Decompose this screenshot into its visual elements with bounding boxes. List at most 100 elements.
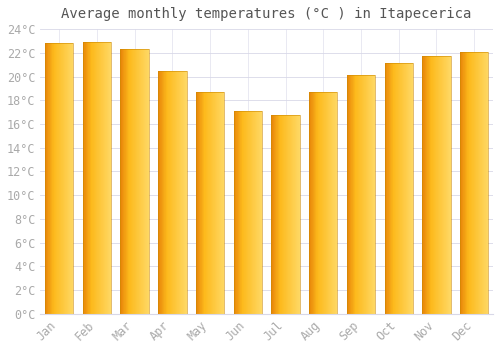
Bar <box>99 42 100 314</box>
Bar <box>251 111 252 314</box>
Bar <box>63 43 64 314</box>
Bar <box>357 75 358 314</box>
Bar <box>361 75 362 314</box>
Bar <box>239 111 240 314</box>
Bar <box>431 56 432 314</box>
Bar <box>299 114 300 314</box>
Bar <box>132 49 133 314</box>
Bar <box>292 114 293 314</box>
Bar <box>172 71 173 314</box>
Bar <box>100 42 101 314</box>
Bar <box>276 114 277 314</box>
Bar <box>107 42 108 314</box>
Bar <box>101 42 102 314</box>
Bar <box>477 51 478 314</box>
Bar <box>206 92 208 314</box>
Bar <box>432 56 433 314</box>
Bar <box>470 51 471 314</box>
Bar <box>274 114 275 314</box>
Bar <box>159 71 160 314</box>
Bar <box>371 75 372 314</box>
Bar <box>309 92 338 314</box>
Bar <box>95 42 96 314</box>
Bar <box>168 71 169 314</box>
Bar <box>67 43 68 314</box>
Bar <box>142 49 143 314</box>
Bar <box>197 92 198 314</box>
Bar <box>310 92 311 314</box>
Bar <box>442 56 444 314</box>
Bar <box>282 114 284 314</box>
Bar <box>257 111 258 314</box>
Bar <box>182 71 183 314</box>
Bar <box>92 42 93 314</box>
Bar <box>260 111 261 314</box>
Bar <box>202 92 203 314</box>
Bar <box>387 63 388 314</box>
Bar <box>445 56 446 314</box>
Bar <box>170 71 171 314</box>
Bar <box>423 56 424 314</box>
Bar <box>293 114 294 314</box>
Bar <box>103 42 104 314</box>
Bar <box>272 114 273 314</box>
Bar <box>134 49 135 314</box>
Bar <box>288 114 289 314</box>
Bar <box>372 75 373 314</box>
Bar <box>349 75 350 314</box>
Bar <box>424 56 425 314</box>
Bar <box>105 42 106 314</box>
Bar <box>460 51 461 314</box>
Bar <box>317 92 318 314</box>
Bar <box>51 43 52 314</box>
Bar <box>374 75 375 314</box>
Bar <box>85 42 86 314</box>
Bar <box>487 51 488 314</box>
Bar <box>211 92 212 314</box>
Bar <box>213 92 214 314</box>
Bar <box>250 111 251 314</box>
Bar <box>98 42 99 314</box>
Bar <box>362 75 364 314</box>
Bar <box>425 56 426 314</box>
Bar <box>318 92 320 314</box>
Bar <box>104 42 105 314</box>
Bar <box>196 92 224 314</box>
Bar <box>412 63 413 314</box>
Bar <box>248 111 249 314</box>
Bar <box>476 51 477 314</box>
Bar <box>280 114 281 314</box>
Bar <box>273 114 274 314</box>
Bar <box>468 51 469 314</box>
Bar <box>369 75 370 314</box>
Bar <box>173 71 174 314</box>
Bar <box>407 63 408 314</box>
Bar <box>55 43 56 314</box>
Bar <box>129 49 130 314</box>
Bar <box>223 92 224 314</box>
Bar <box>245 111 246 314</box>
Bar <box>484 51 485 314</box>
Bar <box>254 111 255 314</box>
Bar <box>485 51 486 314</box>
Bar <box>433 56 434 314</box>
Bar <box>91 42 92 314</box>
Bar <box>427 56 428 314</box>
Bar <box>61 43 62 314</box>
Bar <box>325 92 326 314</box>
Bar <box>279 114 280 314</box>
Bar <box>347 75 348 314</box>
Bar <box>141 49 142 314</box>
Bar <box>352 75 353 314</box>
Bar <box>133 49 134 314</box>
Bar <box>145 49 146 314</box>
Bar <box>347 75 375 314</box>
Bar <box>204 92 205 314</box>
Bar <box>137 49 138 314</box>
Bar <box>394 63 395 314</box>
Bar <box>177 71 178 314</box>
Bar <box>356 75 357 314</box>
Bar <box>121 49 122 314</box>
Bar <box>401 63 402 314</box>
Bar <box>404 63 405 314</box>
